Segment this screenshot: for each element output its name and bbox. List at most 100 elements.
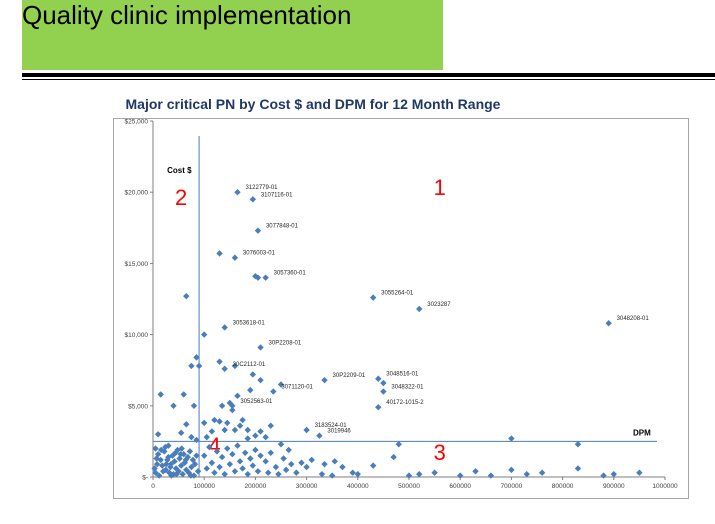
data-point bbox=[194, 468, 202, 475]
data-point bbox=[166, 469, 173, 476]
x-tick-label: 600000 bbox=[449, 483, 471, 490]
labeled-data-point bbox=[221, 324, 228, 331]
labeled-data-point bbox=[369, 294, 377, 301]
data-point bbox=[208, 428, 216, 435]
labeled-data-point bbox=[229, 402, 236, 409]
data-point bbox=[262, 458, 269, 465]
data-point bbox=[231, 468, 239, 475]
chart-title: Major critical PN by Cost $ and DPM for … bbox=[125, 96, 501, 112]
data-point bbox=[636, 469, 643, 476]
data-point bbox=[252, 432, 259, 439]
data-point bbox=[188, 433, 195, 441]
labeled-data-point bbox=[375, 404, 382, 411]
data-point bbox=[354, 470, 361, 478]
data-point bbox=[153, 460, 161, 468]
data-point bbox=[193, 436, 200, 444]
point-label: 3107116-01 bbox=[261, 192, 293, 198]
data-point bbox=[182, 456, 189, 464]
data-point bbox=[574, 441, 582, 448]
data-point bbox=[257, 452, 264, 459]
data-point bbox=[241, 449, 249, 456]
data-point bbox=[167, 463, 174, 471]
quadrant-label: 2 bbox=[175, 185, 187, 210]
data-point bbox=[221, 426, 228, 434]
point-label: 3019946 bbox=[327, 429, 351, 435]
data-point bbox=[395, 441, 402, 448]
labeled-data-point bbox=[221, 365, 228, 372]
data-point bbox=[152, 469, 159, 476]
y-tick-label: $10,000 bbox=[125, 332, 149, 339]
data-point bbox=[155, 472, 163, 479]
data-point bbox=[277, 381, 285, 388]
data-point bbox=[405, 472, 413, 479]
data-point bbox=[254, 274, 262, 281]
labeled-data-point bbox=[316, 432, 323, 439]
data-point bbox=[177, 451, 184, 458]
point-label: 3183524-01 bbox=[315, 423, 348, 429]
data-point bbox=[239, 416, 246, 424]
data-point bbox=[265, 469, 272, 476]
labeled-data-point bbox=[605, 320, 612, 327]
data-point bbox=[203, 465, 210, 472]
data-point bbox=[257, 428, 264, 435]
data-point bbox=[190, 402, 198, 409]
chart-frame bbox=[113, 118, 689, 499]
data-point bbox=[173, 470, 180, 478]
point-label: 3076003-01 bbox=[243, 251, 276, 257]
data-point bbox=[176, 455, 183, 462]
x-tick-label: 500000 bbox=[398, 483, 420, 490]
data-point bbox=[298, 459, 305, 466]
data-point bbox=[321, 460, 328, 468]
data-point bbox=[267, 422, 274, 429]
data-point bbox=[229, 451, 236, 458]
title-rule-thin bbox=[22, 79, 715, 80]
data-point bbox=[211, 416, 218, 424]
data-point bbox=[239, 465, 246, 472]
data-point bbox=[487, 472, 495, 479]
data-point bbox=[221, 470, 228, 478]
data-point bbox=[201, 452, 208, 459]
data-point bbox=[180, 391, 187, 398]
data-point bbox=[186, 448, 194, 455]
data-point bbox=[224, 419, 231, 427]
x-tick-label: 400000 bbox=[347, 483, 369, 490]
data-point bbox=[171, 458, 178, 465]
labeled-data-point bbox=[234, 189, 241, 196]
y-tick-label: $15,000 bbox=[125, 261, 149, 268]
data-point bbox=[508, 435, 515, 442]
data-point bbox=[303, 463, 310, 471]
data-point bbox=[213, 448, 221, 455]
data-point bbox=[203, 433, 210, 441]
data-point bbox=[163, 460, 170, 468]
y-tick-label: $- bbox=[142, 475, 148, 482]
data-point bbox=[262, 433, 269, 441]
data-point bbox=[216, 418, 223, 425]
y-tick-label: $20,000 bbox=[125, 190, 149, 197]
point-label: 3071120-01 bbox=[281, 385, 313, 391]
data-point bbox=[218, 402, 226, 409]
data-point bbox=[183, 421, 190, 428]
point-label: 3048516-01 bbox=[386, 372, 419, 378]
data-point bbox=[218, 453, 226, 461]
dpm-threshold-label: DPM bbox=[633, 428, 651, 437]
data-point bbox=[247, 455, 254, 462]
data-point bbox=[523, 470, 530, 478]
data-point bbox=[257, 376, 264, 384]
data-point bbox=[195, 362, 203, 370]
data-point bbox=[234, 442, 241, 449]
data-point bbox=[216, 250, 223, 257]
x-tick-label: 200000 bbox=[245, 483, 267, 490]
data-point bbox=[179, 470, 186, 478]
data-point bbox=[267, 449, 274, 456]
data-point bbox=[183, 292, 190, 300]
data-point bbox=[201, 331, 208, 338]
data-point bbox=[247, 386, 254, 394]
labeled-data-point bbox=[257, 344, 264, 351]
x-tick-label: 900000 bbox=[603, 483, 625, 490]
data-point bbox=[538, 469, 546, 476]
data-point bbox=[193, 452, 200, 459]
data-point bbox=[154, 431, 162, 438]
y-tick-label: $5,000 bbox=[128, 403, 148, 410]
labeled-data-point bbox=[303, 426, 310, 434]
